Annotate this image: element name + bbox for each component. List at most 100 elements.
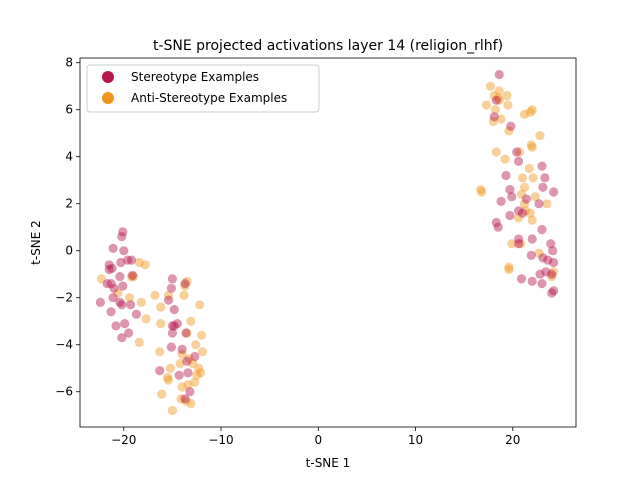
stereotype-point (491, 217, 501, 228)
stereotype-point (496, 196, 506, 206)
anti-stereotype-point (527, 142, 537, 152)
stereotype-point (527, 234, 537, 244)
stereotype-point (115, 272, 125, 282)
anti-stereotype-point (177, 382, 187, 392)
anti-stereotype-point (184, 354, 194, 364)
stereotype-point (95, 297, 105, 307)
stereotype-point (172, 319, 182, 329)
anti-stereotype-point (190, 377, 200, 387)
stereotype-point (108, 293, 118, 303)
anti-stereotype-point (519, 199, 530, 209)
stereotype-point (104, 264, 114, 275)
x-axis-label: t-SNE 1 (306, 456, 351, 470)
stereotype-point (117, 333, 127, 343)
stereotype-point (516, 274, 527, 284)
anti-stereotype-point (167, 405, 177, 416)
chart-title: t-SNE projected activations layer 14 (re… (153, 38, 503, 54)
stereotype-point (174, 370, 184, 380)
stereotype-point (166, 342, 176, 352)
anti-stereotype-point (504, 264, 514, 275)
stereotype-point (549, 257, 559, 268)
stereotype-point (127, 270, 138, 280)
anti-stereotype-point (503, 100, 513, 110)
stereotype-point (167, 321, 177, 331)
stereotype-point (118, 281, 128, 291)
anti-stereotype-point (195, 300, 205, 310)
anti-stereotype-point (197, 330, 207, 340)
y-tick-label: 0 (65, 244, 73, 258)
anti-stereotype-point (527, 105, 537, 115)
anti-stereotype-point (490, 105, 500, 115)
stereotype-point (540, 173, 550, 183)
anti-stereotype-point (514, 213, 524, 223)
anti-stereotype-point (186, 398, 196, 409)
y-tick-label: −2 (55, 291, 73, 305)
stereotype-point (548, 246, 558, 256)
anti-stereotype-point (176, 394, 186, 404)
stereotype-point (180, 394, 190, 404)
stereotype-point (169, 321, 179, 331)
anti-stereotype-point (502, 91, 512, 101)
stereotype-point (505, 210, 515, 221)
anti-stereotype-point (197, 347, 208, 357)
stereotype-point (126, 300, 136, 310)
stereotype-point (119, 246, 129, 256)
x-tick-label: −10 (208, 433, 233, 447)
anti-stereotype-point (113, 288, 123, 298)
anti-stereotype-point (156, 319, 166, 329)
legend: Stereotype Examples Anti-Stereotype Exam… (86, 64, 320, 113)
stereotype-point (547, 288, 557, 298)
stereotype-point (180, 279, 190, 289)
stereotype-point (527, 276, 537, 286)
plot-frame (79, 57, 577, 428)
anti-stereotype-point (494, 86, 504, 96)
anti-stereotype-point (535, 131, 545, 141)
stereotype-point (537, 225, 547, 235)
anti-stereotype-point (515, 147, 525, 157)
x-axis-ticks: −20 −10 0 10 20 (111, 427, 520, 447)
stereotype-point (543, 255, 553, 265)
anti-stereotype-point (525, 107, 535, 117)
stereotype-point (526, 250, 536, 260)
stereotype-point (190, 351, 200, 362)
anti-stereotype-point (476, 185, 486, 195)
stereotype-point (501, 170, 511, 181)
anti-stereotype-point (507, 239, 517, 249)
anti-stereotype-point (177, 349, 187, 359)
anti-stereotype-point (175, 358, 185, 369)
stereotype-point (107, 263, 117, 273)
stereotype-point (117, 300, 127, 310)
anti-stereotype-point (165, 363, 175, 373)
anti-stereotype-point (182, 276, 192, 286)
stereotype-point (181, 328, 191, 338)
y-tick-label: −4 (55, 338, 73, 352)
stereotype-point (117, 232, 127, 242)
stereotype-point (534, 199, 544, 209)
anti-stereotype-point (162, 373, 173, 383)
stereotype-point (489, 112, 499, 122)
anti-stereotype-point (180, 281, 190, 291)
stereotype-point (505, 185, 515, 195)
anti-stereotype-point (191, 340, 201, 350)
anti-stereotype-point (504, 126, 514, 136)
anti-stereotype-point (485, 81, 495, 91)
stereotype-point (131, 309, 141, 319)
anti-stereotype-point (528, 173, 538, 183)
anti-stereotype-point (183, 380, 193, 390)
stereotype-point (493, 222, 503, 232)
legend-box (86, 64, 320, 113)
stereotype-point (541, 267, 551, 277)
y-tick-label: −6 (55, 385, 73, 399)
anti-stereotype-point (150, 290, 160, 300)
x-tick-label: 10 (408, 433, 423, 447)
stereotype-point (512, 147, 522, 157)
anti-stereotype-point (179, 290, 189, 300)
stereotype-point (538, 182, 548, 192)
stereotype-point (535, 269, 545, 279)
stereotype-point (166, 283, 176, 293)
stereotype-point (538, 253, 548, 263)
stereotype-point (177, 344, 187, 354)
anti-stereotype-point (534, 248, 544, 258)
stereotype-point (104, 260, 114, 270)
